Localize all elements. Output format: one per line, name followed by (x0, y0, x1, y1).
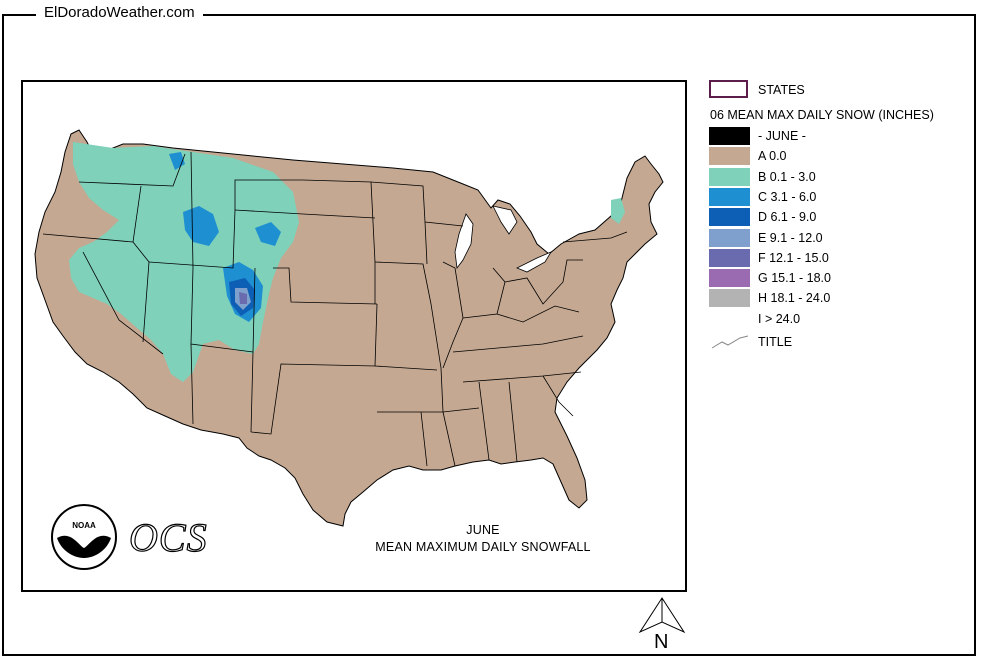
outer-frame (2, 14, 976, 656)
legend-item-label: G 15.1 - 18.0 (758, 271, 831, 286)
legend-item: F 12.1 - 15.0 (708, 248, 973, 268)
legend-item-label: C 3.1 - 6.0 (758, 189, 817, 204)
snow-zone-b-ne (611, 198, 625, 224)
legend-item-label: - JUNE - (758, 129, 806, 143)
state-borders (42, 151, 628, 467)
legend-item: - JUNE - (708, 126, 973, 146)
legend-swatch (709, 289, 750, 308)
legend-item: A 0.0 (708, 146, 973, 166)
legend-item-label: I > 24.0 (758, 311, 801, 326)
legend-swatch (709, 167, 750, 186)
legend-title-row: TITLE (708, 332, 973, 352)
legend-item: B 0.1 - 3.0 (708, 167, 973, 187)
title-line-icon (711, 335, 749, 349)
legend-heading: 06 MEAN MAX DAILY SNOW (INCHES) (710, 108, 934, 122)
lake-huron (492, 205, 518, 235)
legend-item-label: B 0.1 - 3.0 (758, 169, 816, 184)
legend-item-label: A 0.0 (758, 149, 787, 164)
legend-swatch (709, 309, 750, 328)
legend-item-label: H 18.1 - 24.0 (758, 291, 831, 306)
legend-item-label: D 6.1 - 9.0 (758, 210, 817, 225)
legend-item: C 3.1 - 6.0 (708, 187, 973, 207)
legend-swatch (709, 187, 750, 206)
map-caption-title: MEAN MAXIMUM DAILY SNOWFALL (375, 540, 591, 554)
legend-item: E 9.1 - 12.0 (708, 228, 973, 248)
ocs-logo: OCS (128, 514, 208, 560)
snow-zone-f (239, 292, 247, 304)
legend-item: D 6.1 - 9.0 (708, 207, 973, 227)
legend-swatch (709, 147, 750, 166)
lake-erie (516, 251, 552, 273)
legend-swatch (709, 228, 750, 247)
legend-swatch (709, 127, 750, 145)
legend-item-label: F 12.1 - 15.0 (758, 250, 829, 265)
legend-swatch (709, 248, 750, 267)
noaa-logo: NOAA (51, 504, 117, 570)
legend-swatch (709, 208, 750, 227)
legend-item-label: E 9.1 - 12.0 (758, 230, 823, 245)
snow-zone-c-3 (255, 222, 281, 246)
north-label: N (654, 631, 669, 653)
legend-states-label: STATES (758, 83, 805, 97)
legend-item: I > 24.0 (708, 309, 973, 329)
map-frame: NOAA OCS JUNE MEAN MAXIMUM DAILY SNOWFAL… (21, 80, 687, 592)
legend-item: G 15.1 - 18.0 (708, 268, 973, 288)
lake-michigan (454, 213, 474, 270)
snow-zone-b (69, 142, 299, 382)
us-snowfall-map (34, 129, 664, 527)
north-arrow-icon (638, 597, 686, 634)
noaa-logo-text: NOAA (72, 521, 96, 530)
site-title: ElDoradoWeather.com (36, 4, 203, 22)
states-swatch (709, 80, 748, 98)
map-caption: JUNE MEAN MAXIMUM DAILY SNOWFALL (353, 522, 613, 556)
legend-swatch (709, 269, 750, 288)
legend-item: H 18.1 - 24.0 (708, 288, 973, 308)
legend-title-label: TITLE (758, 335, 793, 349)
legend-states-row: STATES (708, 80, 973, 100)
map-caption-month: JUNE (466, 523, 500, 537)
